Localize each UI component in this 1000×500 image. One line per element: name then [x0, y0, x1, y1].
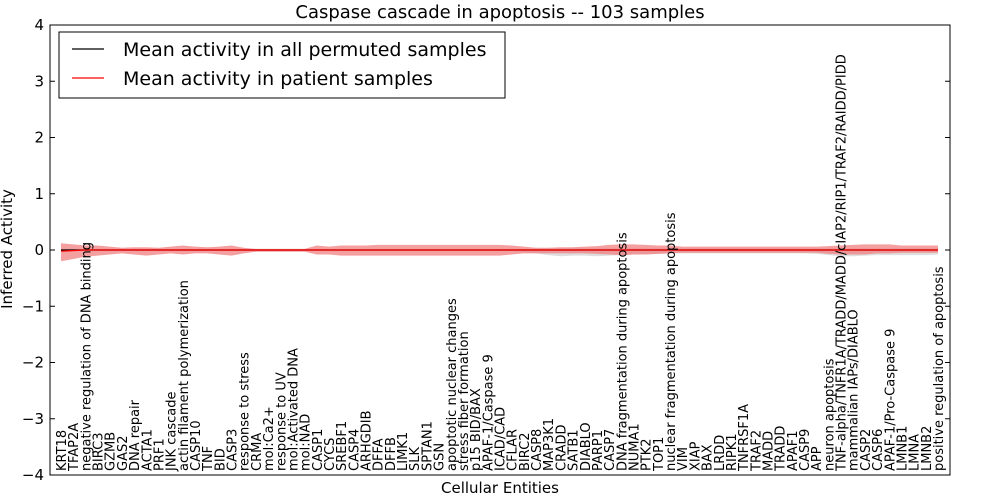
x-tick-label: DIABLO	[579, 422, 594, 471]
y-tick-label: 1	[34, 185, 44, 203]
x-tick-label: CASP4	[347, 429, 362, 471]
x-tick-label: TNF	[201, 446, 216, 472]
x-tick-label: actin filament polymerization	[177, 280, 192, 471]
y-tick-label: −4	[22, 466, 44, 484]
x-tick-label: CASP6	[871, 429, 886, 471]
x-tick-label: mol:NAD	[299, 414, 314, 471]
x-tick-label: KRT18	[55, 430, 70, 471]
x-tick-label: LMNB2	[920, 426, 935, 471]
x-tick-label: CASP7	[603, 429, 618, 471]
x-tick-label: negative regulation of DNA binding	[79, 242, 94, 471]
x-tick-label: SPTAN1	[420, 421, 435, 471]
x-tick-label: mol:Activated DNA	[286, 348, 301, 471]
x-tick-label: response to UV	[274, 372, 289, 471]
legend: Mean activity in all permuted samples Me…	[58, 31, 506, 99]
x-tick-label: nuclear fragmentation during apoptosis	[664, 212, 679, 471]
legend-label-permuted: Mean activity in all permuted samples	[123, 39, 486, 61]
y-tick-label: 4	[34, 16, 44, 34]
x-tick-label: CYCS	[323, 438, 338, 471]
x-tick-label: MADD	[762, 431, 777, 471]
x-tick-label: BID	[213, 448, 228, 471]
x-tick-label: CRMA	[250, 433, 265, 471]
chart-title: Caspase cascade in apoptosis -- 103 samp…	[295, 2, 704, 23]
band-patient	[61, 243, 938, 262]
x-tick-label: BIRC3	[92, 433, 107, 472]
x-tick-label: PARP1	[591, 430, 606, 471]
x-tick-label: DFFA	[372, 438, 387, 471]
x-tick-label: BAX	[701, 444, 716, 471]
series-line-patient	[60, 249, 938, 252]
x-tick-label: GZMB	[104, 432, 119, 471]
x-tick-label: CFLAR	[506, 429, 521, 471]
x-tick-label: ACTA1	[140, 429, 155, 471]
x-tick-label: DNA repair	[128, 399, 143, 471]
series-lines	[60, 249, 938, 252]
x-tick-label: TRAF2	[749, 430, 764, 472]
x-tick-label: GAS2	[116, 436, 131, 472]
x-tick-label: SATB1	[567, 429, 582, 471]
y-tick-label: −1	[22, 297, 44, 315]
x-tick-label: TFAP2A	[67, 423, 82, 472]
x-tick-label: mammalian IAPs/DIABLO	[847, 309, 862, 471]
y-tick-label: −2	[22, 354, 44, 372]
x-tick-label: LMNA	[908, 434, 923, 471]
x-tick-label: CASP3	[226, 429, 241, 471]
x-tick-label: LRDD	[713, 435, 728, 471]
x-tick-label: NUMA1	[628, 423, 643, 471]
x-tick-label: APAF-1/Pro-Caspase 9	[883, 329, 898, 471]
x-tick-label: DFFB	[384, 437, 399, 471]
x-tick-label: SLK	[408, 447, 423, 471]
x-tick-label: XIAP	[688, 441, 703, 471]
y-tick-label: 3	[34, 72, 44, 90]
y-tick-label: 0	[34, 241, 44, 259]
x-tick-label: TRADD	[774, 426, 789, 472]
x-tick-label: APAF-1/Caspase 9	[481, 354, 496, 471]
x-tick-label: PRF1	[152, 438, 167, 471]
x-tick-label: PTK2	[640, 438, 655, 471]
x-tick-label: apoptotic nuclear changes	[445, 298, 460, 471]
x-tick-label: DNA fragmentation during apoptosis	[615, 232, 630, 471]
x-tick-label: CASP8	[530, 429, 545, 471]
legend-box	[58, 31, 506, 99]
x-tick-label: LMNB1	[896, 426, 911, 471]
x-tick-label: MAP3K1	[542, 418, 557, 471]
x-tick-label: CASP1	[311, 429, 326, 471]
y-axis-ticks: −4 −3 −2 −1 0 1 2 3 4	[22, 16, 950, 484]
x-tick-label: p15 BID/BAX	[469, 388, 484, 471]
legend-label-patient: Mean activity in patient samples	[123, 68, 433, 90]
x-tick-label: ICAD/CAD	[494, 407, 509, 471]
x-tick-label: RIPK1	[725, 433, 740, 471]
x-tick-label: CRADD	[554, 425, 569, 472]
x-tick-label: BIRC2	[518, 433, 533, 472]
x-tick-label: neuron apoptosis	[822, 358, 837, 471]
x-tick-label: JNK cascade	[165, 392, 180, 472]
x-tick-label: GSN	[433, 443, 448, 471]
x-axis-label: Cellular Entities	[441, 479, 559, 497]
x-tick-label: CASP10	[189, 420, 204, 471]
y-tick-label: 2	[34, 129, 44, 147]
x-tick-label: TOP1	[652, 437, 667, 472]
x-tick-label: positive regulation of apoptosis	[932, 266, 947, 471]
x-tick-label: CASP9	[798, 429, 813, 471]
plot-frame	[49, 24, 951, 476]
x-tick-label: APP	[810, 446, 825, 471]
x-tick-label: CASP2	[859, 429, 874, 471]
x-tick-label: response to stress	[238, 352, 253, 471]
x-tick-label: stress fiber formation	[457, 331, 472, 471]
x-tick-label: mol:Ca2+	[262, 406, 277, 471]
x-tick-label: LIMK1	[396, 432, 411, 471]
x-tick-label: APAF1	[786, 430, 801, 471]
x-tick-label: TNFRSF1A	[737, 404, 752, 472]
x-tick-label: VIM	[676, 447, 691, 471]
y-axis-label: Inferred Activity	[0, 189, 16, 309]
x-tick-label: TNF-alpha/TNFR1A/TRADD/MADD/cIAP2/RIP1/T…	[835, 54, 850, 472]
y-tick-label: −3	[22, 410, 44, 428]
x-tick-label: ARHGDIB	[360, 410, 375, 471]
x-tick-label: SREBF1	[335, 421, 350, 471]
confidence-bands	[61, 243, 938, 262]
